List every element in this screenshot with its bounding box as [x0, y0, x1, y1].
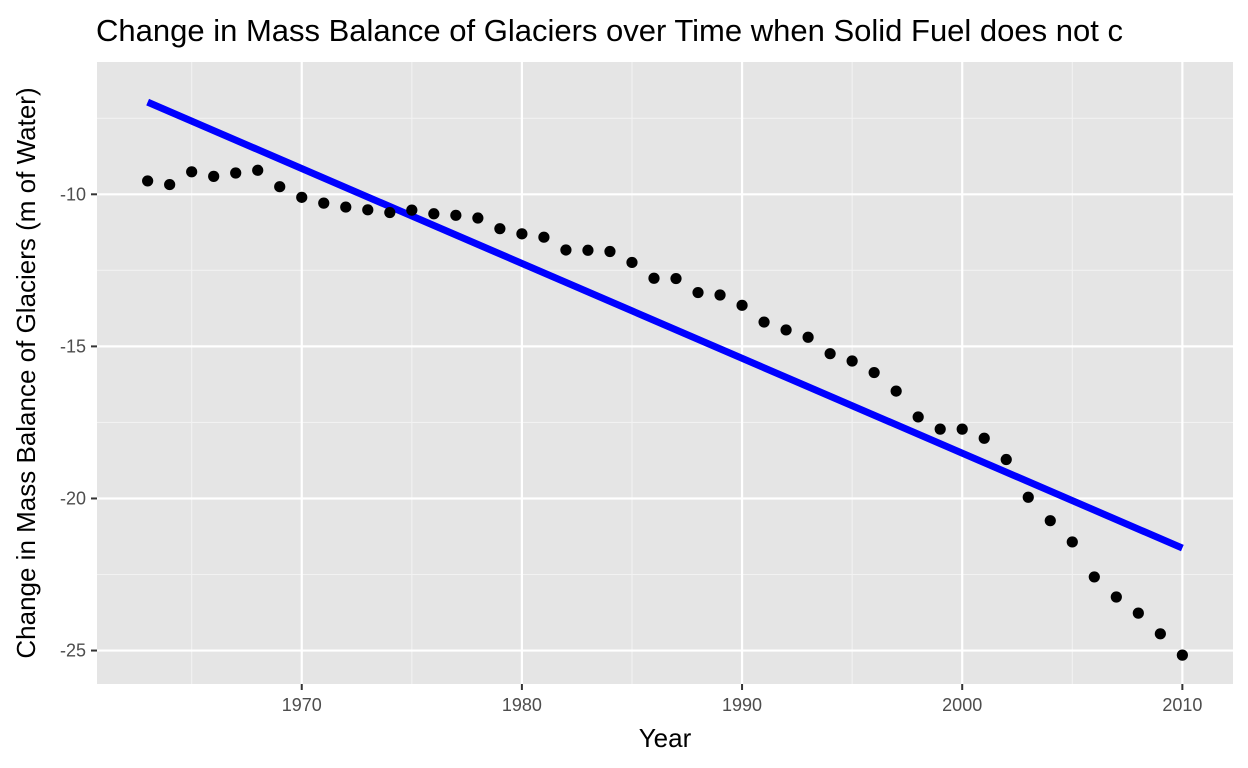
data-point	[846, 355, 858, 367]
data-point	[626, 256, 638, 269]
data-point	[780, 324, 792, 336]
data-point	[736, 299, 748, 311]
data-point	[802, 331, 814, 343]
x-axis-title: Year	[639, 723, 692, 753]
chart-title: Change in Mass Balance of Glaciers over …	[96, 13, 1123, 48]
data-point	[1000, 453, 1012, 466]
data-point	[912, 411, 924, 423]
y-tick-label: -10	[60, 184, 86, 204]
x-tick-label: 1980	[502, 695, 542, 715]
data-point	[538, 231, 550, 243]
data-point	[428, 208, 440, 220]
data-point	[142, 175, 154, 187]
data-point	[230, 167, 242, 179]
points-layer	[142, 164, 1188, 661]
data-point	[450, 209, 462, 221]
data-point	[1088, 571, 1100, 583]
data-point	[340, 201, 352, 213]
data-point	[604, 245, 616, 258]
data-point	[758, 316, 770, 328]
data-point	[252, 164, 264, 176]
data-point	[956, 423, 968, 435]
data-point	[868, 366, 880, 379]
data-point	[714, 289, 726, 301]
data-point	[824, 348, 836, 360]
y-tick-label: -25	[60, 641, 86, 661]
x-tick-label: 2000	[942, 695, 982, 715]
data-point	[516, 228, 528, 240]
data-point	[406, 204, 418, 216]
data-point	[362, 204, 374, 216]
data-point	[1176, 649, 1188, 661]
y-tick-label: -20	[60, 488, 86, 508]
data-point	[648, 272, 660, 284]
y-axis-ticks: -10 -15 -20 -25	[60, 184, 97, 661]
data-point	[318, 197, 330, 209]
data-point	[1110, 591, 1122, 603]
data-point	[934, 423, 946, 435]
x-tick-label: 2010	[1162, 695, 1202, 715]
fit-line-layer	[146, 98, 1184, 552]
y-tick-label: -15	[60, 336, 86, 356]
data-point	[978, 432, 990, 444]
x-tick-label: 1970	[282, 695, 322, 715]
fit-line	[146, 98, 1184, 552]
data-point	[208, 170, 220, 182]
data-point	[582, 244, 594, 256]
data-point	[494, 223, 506, 235]
data-point	[560, 244, 572, 256]
data-point	[164, 178, 176, 191]
x-axis-ticks: 1970 1980 1990 2000 2010	[282, 684, 1202, 715]
x-tick-label: 1990	[722, 695, 762, 715]
data-point	[1154, 628, 1166, 640]
data-point	[1132, 607, 1144, 619]
data-point	[1022, 491, 1034, 503]
data-point	[384, 206, 396, 219]
major-gridlines	[97, 62, 1233, 684]
data-point	[274, 181, 286, 193]
y-axis-title: Change in Mass Balance of Glaciers (m of…	[11, 87, 41, 658]
data-point	[1044, 515, 1056, 527]
minor-gridlines	[97, 62, 1233, 684]
data-point	[472, 212, 484, 224]
data-point	[186, 166, 198, 178]
data-point	[1066, 536, 1078, 548]
data-point	[692, 286, 704, 299]
data-point	[670, 272, 682, 285]
data-point	[296, 191, 308, 203]
data-point	[890, 385, 902, 397]
